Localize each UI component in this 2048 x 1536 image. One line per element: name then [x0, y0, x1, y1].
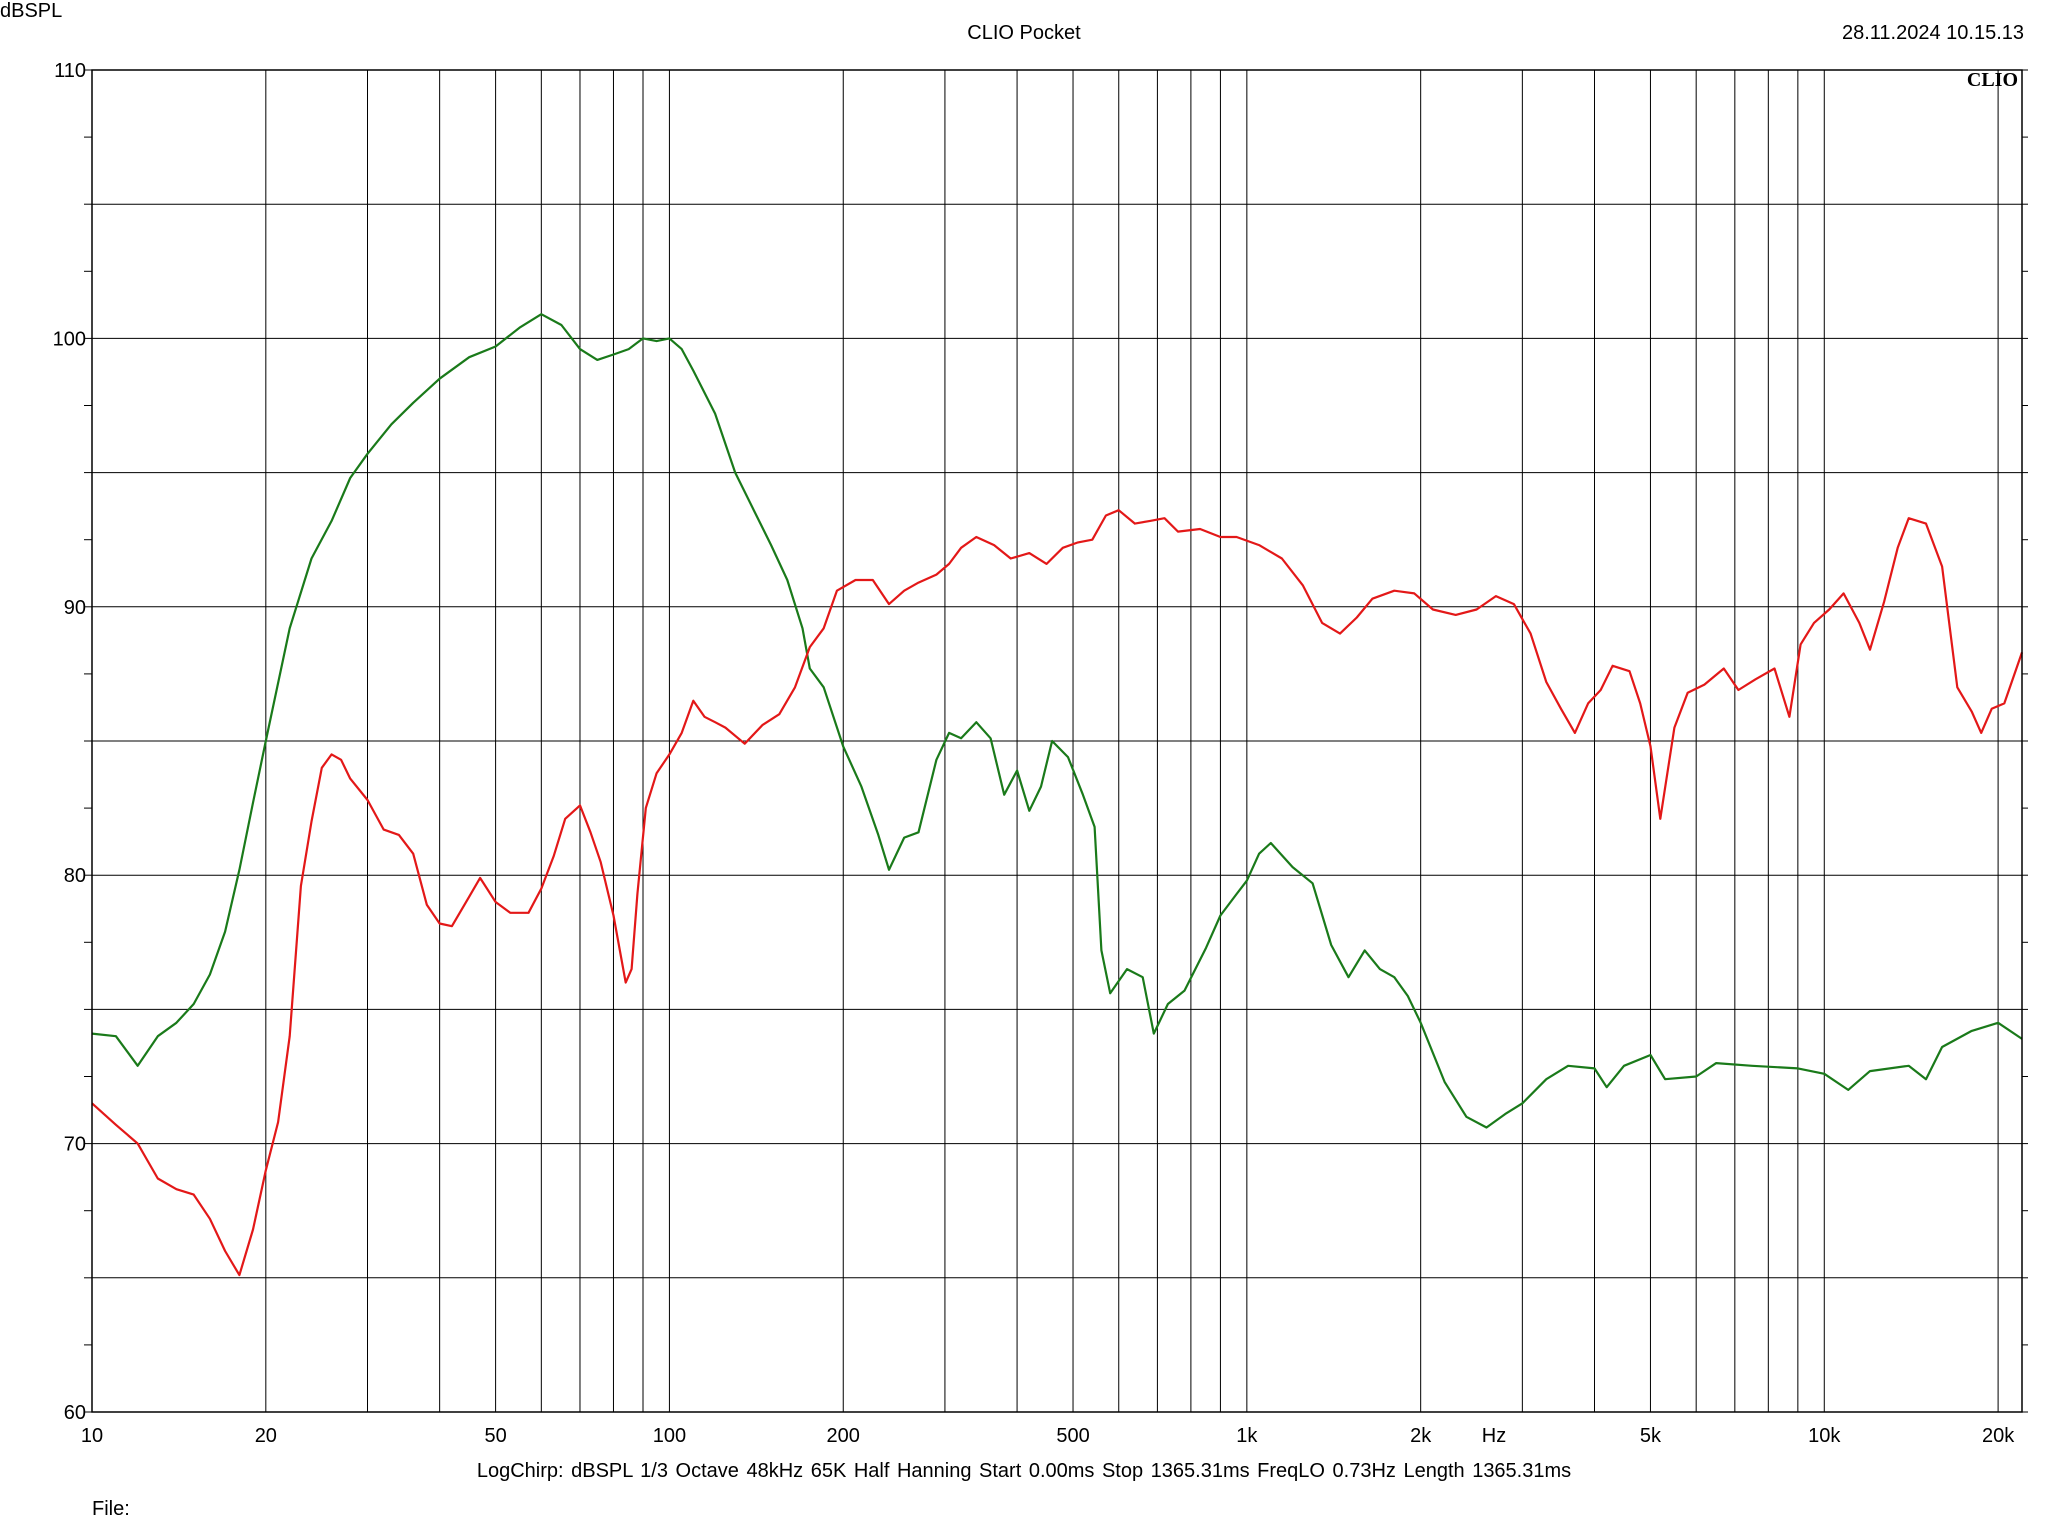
y-tick-label: 60 — [64, 1402, 86, 1424]
timestamp: 28.11.2024 10.15.13 — [1841, 22, 2024, 44]
y-tick-labels: 60 70 80 90 100 110 — [53, 60, 86, 1424]
y-tick-label: 80 — [64, 865, 86, 887]
y-tick-label: 90 — [64, 597, 86, 619]
x-tick-label: 10k — [1808, 1425, 1841, 1447]
y-tick-label: 100 — [53, 328, 86, 350]
x-tick-label: 500 — [1056, 1425, 1089, 1447]
x-tick-label: 5k — [1640, 1425, 1662, 1447]
x-tick-label: 20k — [1982, 1425, 2015, 1447]
x-tick-label: 10 — [81, 1425, 103, 1447]
x-tick-label: 50 — [484, 1425, 506, 1447]
x-tick-label: 200 — [827, 1425, 860, 1447]
y-tick-label: 110 — [54, 60, 86, 82]
series-line-red — [91, 509, 2024, 1277]
clio-logo: CLIO — [1967, 69, 2018, 91]
plot-frame — [91, 69, 2023, 1413]
y-axis-label: dBSPL — [0, 0, 63, 22]
x-tick-label: 100 — [653, 1425, 686, 1447]
chart-title: CLIO Pocket — [967, 22, 1081, 44]
file-label: File: — [92, 1498, 130, 1520]
data-series — [91, 313, 2024, 1277]
x-tick-label: 2k — [1410, 1425, 1432, 1447]
x-tick-labels: 10 20 50 100 200 500 1k 2k 5k 10k 20k — [81, 1425, 2015, 1447]
measurement-info: LogChirp: dBSPL 1/3 Octave 48kHz 65K Hal… — [476, 1460, 1572, 1482]
x-tick-label: 1k — [1236, 1425, 1258, 1447]
x-axis-label: Hz — [1482, 1425, 1506, 1447]
x-tick-label: 20 — [255, 1425, 277, 1447]
y-tick-label: 70 — [64, 1134, 86, 1156]
series-line-green — [91, 313, 2023, 1129]
